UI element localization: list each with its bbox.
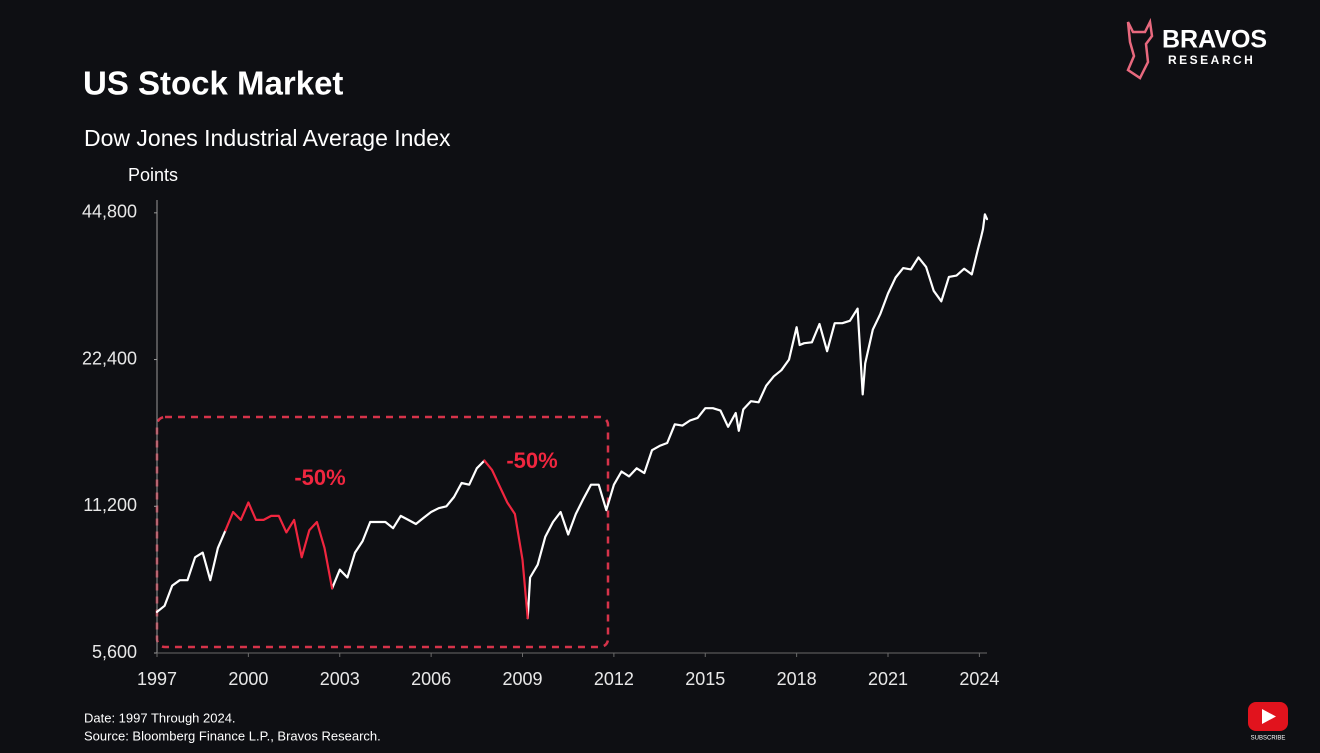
chart-subtitle: Dow Jones Industrial Average Index: [84, 125, 451, 151]
x-tick-label: 2003: [320, 669, 360, 689]
x-tick-label: 2024: [959, 669, 999, 689]
annotation: -50%: [506, 448, 557, 473]
x-tick-label: 1997: [137, 669, 177, 689]
y-axis-label: Points: [128, 165, 178, 185]
x-tick-label: 2018: [777, 669, 817, 689]
y-tick-label: 22,400: [82, 348, 137, 368]
x-tick-label: 2006: [411, 669, 451, 689]
y-tick-label: 5,600: [92, 642, 137, 662]
footnote: Source: Bloomberg Finance L.P., Bravos R…: [84, 728, 381, 743]
x-tick-label: 2015: [685, 669, 725, 689]
y-tick-label: 44,800: [82, 202, 137, 222]
chart-title: US Stock Market: [83, 65, 343, 102]
logo-tagline: RESEARCH: [1168, 53, 1255, 67]
subscribe-label[interactable]: SUBSCRIBE: [1251, 736, 1286, 742]
subscribe-button[interactable]: SUBSCRIBE: [1248, 702, 1288, 742]
x-tick-label: 2009: [502, 669, 542, 689]
y-tick-label: 11,200: [83, 495, 137, 515]
line-series: [155, 213, 989, 620]
annotation: -50%: [294, 465, 345, 490]
footnote: Date: 1997 Through 2024.: [84, 710, 236, 725]
logo-icon: [1126, 17, 1154, 80]
x-tick-label: 2012: [594, 669, 634, 689]
line-series: [224, 459, 529, 620]
logo: BRAVOS RESEARCH: [1126, 17, 1267, 80]
x-tick-label: 2021: [868, 669, 908, 689]
play-icon: [1262, 709, 1276, 724]
logo-name: BRAVOS: [1162, 26, 1267, 54]
x-tick-label: 2000: [228, 669, 268, 689]
